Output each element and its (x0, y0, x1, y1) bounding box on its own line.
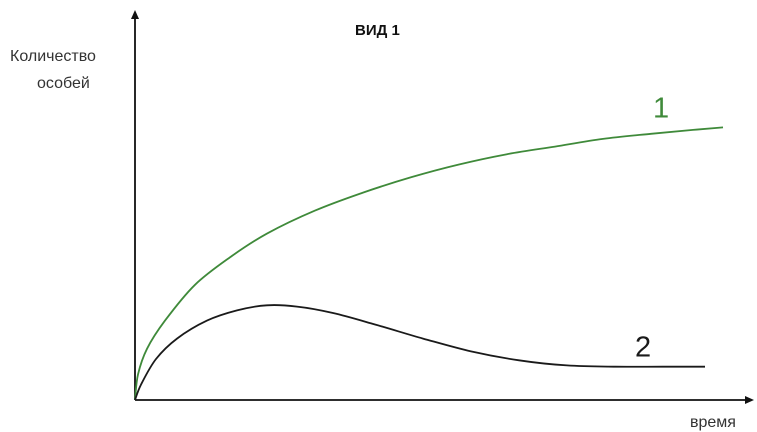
series-line-1 (134, 126, 724, 401)
chart-title: ВИД 1 (355, 22, 400, 39)
series-line-2 (134, 304, 705, 401)
x-axis-label: время (690, 414, 736, 431)
series-label-2: 2 (635, 332, 651, 364)
y-axis-label-line-1: Количество (10, 48, 96, 65)
series-label-1: 1 (653, 92, 669, 124)
y-axis-label-line-2: особей (37, 75, 90, 92)
